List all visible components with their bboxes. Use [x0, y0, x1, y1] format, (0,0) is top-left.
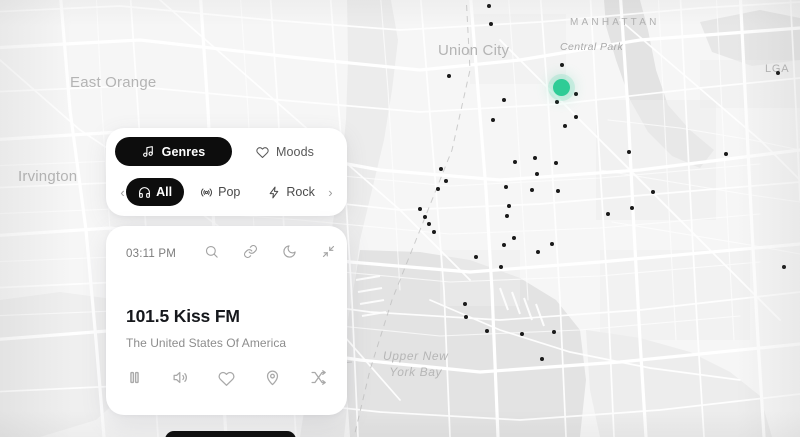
station-dot[interactable]	[418, 207, 422, 211]
genre-chips: All Pop Rock	[126, 178, 327, 206]
chip-all-label: All	[156, 185, 173, 199]
station-dot[interactable]	[555, 100, 559, 104]
station-dot[interactable]	[432, 230, 436, 234]
chevron-left-icon[interactable]: ‹	[120, 184, 125, 200]
station-dot[interactable]	[552, 330, 556, 334]
player-card: 03:11 PM	[106, 226, 347, 415]
broadcast-icon	[200, 186, 213, 199]
station-dot[interactable]	[491, 118, 495, 122]
station-dot[interactable]	[627, 150, 631, 154]
heart-icon[interactable]	[218, 369, 235, 391]
station-dot[interactable]	[630, 206, 634, 210]
station-dot[interactable]	[512, 236, 516, 240]
shuffle-icon[interactable]	[310, 369, 327, 391]
player-controls	[126, 369, 327, 391]
chevron-right-icon[interactable]: ›	[328, 184, 333, 200]
tab-genres-label: Genres	[161, 144, 206, 159]
chip-rock[interactable]: Rock	[256, 178, 326, 206]
search-icon[interactable]	[204, 244, 219, 264]
station-dot[interactable]	[505, 214, 509, 218]
station-dot[interactable]	[504, 185, 508, 189]
station-dot[interactable]	[535, 172, 539, 176]
active-station-marker[interactable]	[553, 79, 570, 96]
station-dot[interactable]	[554, 161, 558, 165]
station-dot[interactable]	[724, 152, 728, 156]
station-dot[interactable]	[463, 302, 467, 306]
station-dot[interactable]	[502, 98, 506, 102]
station-dot[interactable]	[507, 204, 511, 208]
link-icon[interactable]	[243, 244, 258, 264]
chip-pop-label: Pop	[218, 185, 241, 199]
station-dot[interactable]	[474, 255, 478, 259]
station-dot[interactable]	[540, 357, 544, 361]
filter-tab-group: Genres Moods	[115, 137, 338, 166]
genre-chip-row: ‹ All	[115, 177, 338, 207]
chip-rock-label: Rock	[286, 185, 315, 199]
clock-time: 03:11 PM	[126, 248, 176, 260]
station-dot[interactable]	[464, 315, 468, 319]
station-dot[interactable]	[444, 179, 448, 183]
headphones-icon	[138, 186, 151, 199]
station-dot[interactable]	[530, 188, 534, 192]
station-dot[interactable]	[556, 189, 560, 193]
station-dot[interactable]	[489, 22, 493, 26]
station-dot[interactable]	[513, 160, 517, 164]
heart-icon	[256, 145, 269, 158]
station-dot[interactable]	[423, 215, 427, 219]
player-topbar: 03:11 PM	[126, 244, 335, 264]
station-dot[interactable]	[447, 74, 451, 78]
station-dot[interactable]	[550, 242, 554, 246]
station-dot[interactable]	[520, 332, 524, 336]
station-name: 101.5 Kiss FM	[126, 306, 240, 326]
station-dot[interactable]	[436, 187, 440, 191]
filter-panel: Genres Moods ‹ All	[106, 128, 347, 216]
station-dot[interactable]	[487, 4, 491, 8]
station-dot[interactable]	[536, 250, 540, 254]
tab-moods-label: Moods	[275, 144, 315, 159]
collapse-icon[interactable]	[321, 244, 336, 264]
station-dot[interactable]	[782, 265, 786, 269]
station-dot[interactable]	[502, 243, 506, 247]
music-note-icon	[142, 145, 155, 158]
station-country: The United States Of America	[126, 336, 287, 350]
tab-moods[interactable]: Moods	[232, 137, 338, 166]
player-topbar-icons	[204, 244, 336, 264]
station-dot[interactable]	[485, 329, 489, 333]
station-dot[interactable]	[776, 71, 780, 75]
station-dot[interactable]	[499, 265, 503, 269]
station-dot[interactable]	[574, 115, 578, 119]
volume-icon[interactable]	[172, 369, 189, 391]
station-dot[interactable]	[439, 167, 443, 171]
station-dot[interactable]	[533, 156, 537, 160]
tab-genres[interactable]: Genres	[115, 137, 232, 166]
moon-icon[interactable]	[282, 244, 297, 264]
chip-all[interactable]: All	[126, 178, 185, 206]
bottom-sheet-handle[interactable]	[165, 431, 296, 437]
station-dot[interactable]	[606, 212, 610, 216]
station-dot[interactable]	[427, 222, 431, 226]
pause-icon[interactable]	[126, 369, 143, 391]
chip-pop[interactable]: Pop	[188, 178, 252, 206]
station-dot[interactable]	[560, 63, 564, 67]
bolt-icon	[268, 186, 281, 199]
station-dot[interactable]	[563, 124, 567, 128]
station-dot[interactable]	[651, 190, 655, 194]
station-dot[interactable]	[574, 92, 578, 96]
location-icon[interactable]	[264, 369, 281, 391]
